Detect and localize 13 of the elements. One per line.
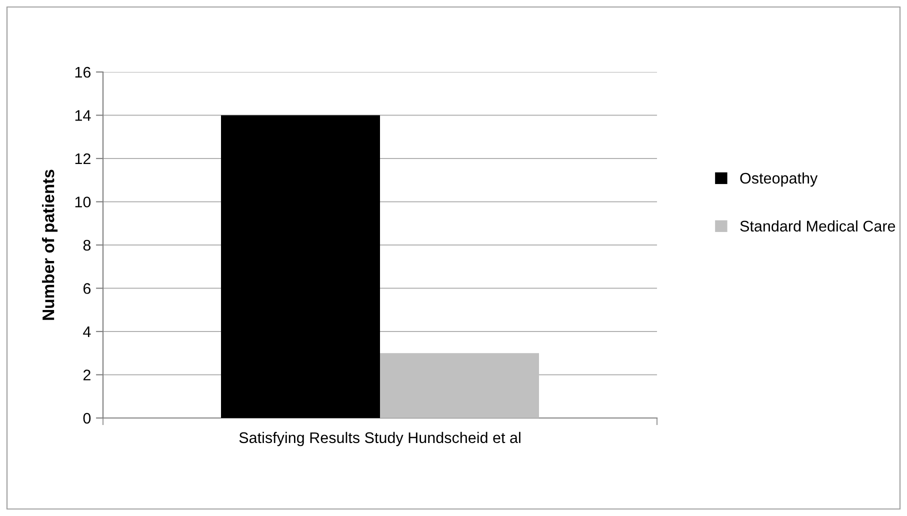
y-tick-label: 16	[75, 66, 91, 78]
y-tick-label: 6	[83, 283, 91, 294]
legend-label: Osteopathy	[740, 172, 818, 187]
y-tick-label: 0	[83, 412, 91, 424]
legend-label: Standard Medical Care	[740, 220, 896, 232]
y-tick-label: 8	[83, 240, 91, 251]
y-tick-label: 12	[75, 153, 90, 164]
x-tick-label: Satisfying Results Study Hundscheid et al	[239, 432, 520, 446]
y-axis-title: Number of patients	[42, 170, 58, 320]
y-tick-label: 2	[83, 370, 90, 380]
y-tick-label: 14	[75, 110, 91, 121]
y-tick-label: 10	[75, 196, 91, 208]
y-tick-label: 4	[83, 326, 91, 338]
